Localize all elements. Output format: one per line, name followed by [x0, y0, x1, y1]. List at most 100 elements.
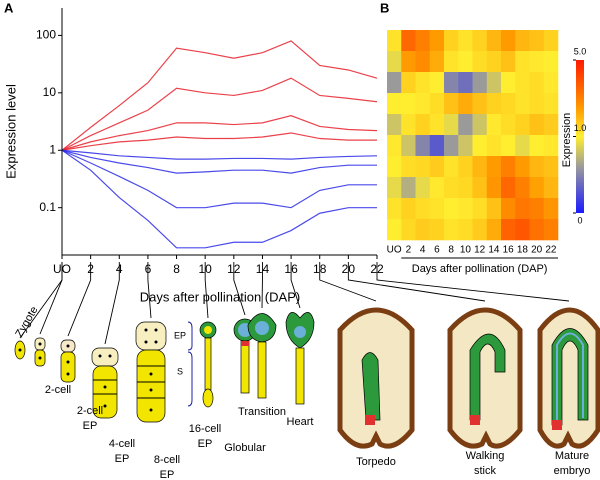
- heatmap-cell: [543, 156, 559, 178]
- heatmap-cell: [486, 114, 502, 136]
- stage-label: 4-cell: [109, 438, 135, 450]
- connector-line: [204, 262, 209, 319]
- heatmap-cell: [429, 114, 445, 136]
- x-tick-label: 4: [420, 245, 426, 256]
- heatmap-cell: [501, 198, 516, 220]
- heatmap-cell: [515, 177, 530, 199]
- heatmap-cell: [387, 114, 402, 136]
- expression-line: [61, 149, 378, 160]
- stage-label: EP: [160, 469, 175, 480]
- stage-label: Zygote: [13, 304, 40, 339]
- heatmap-cell: [444, 156, 459, 178]
- heatmap-cell: [444, 72, 459, 94]
- heatmap-cell: [429, 72, 445, 94]
- heatmap-cell: [415, 156, 431, 178]
- x-tick-label: 6: [434, 245, 440, 256]
- heatmap-cell: [515, 219, 530, 241]
- expression-line: [61, 40, 378, 151]
- heatmap-cell: [472, 135, 488, 157]
- stage-label: EP: [83, 420, 98, 432]
- heatmap-cell: [387, 72, 402, 94]
- heatmap-cell: [387, 135, 402, 157]
- heatmap-cell: [501, 219, 516, 241]
- heatmap-cell: [515, 30, 530, 52]
- heatmap-cell: [458, 156, 473, 178]
- x-tick-label: 20: [531, 245, 543, 256]
- x-axis-title: Days after pollination (DAP): [140, 289, 300, 304]
- stage-label: Heart: [287, 416, 314, 428]
- heatmap-cell: [486, 156, 502, 178]
- panel-label: A: [4, 0, 14, 15]
- y-axis-title: Expression level: [3, 84, 18, 179]
- connector-line: [290, 262, 301, 309]
- heatmap-cell: [529, 135, 545, 157]
- heatmap-cell: [543, 72, 559, 94]
- heatmap-cell: [401, 93, 416, 115]
- heatmap-cell: [429, 135, 445, 157]
- connector-line: [233, 262, 246, 316]
- heatmap-cell: [486, 93, 502, 115]
- heatmap-cell: [472, 156, 488, 178]
- x-tick-label: 10: [460, 245, 472, 256]
- heatmap-cell: [501, 72, 516, 94]
- stage-label: Torpedo: [356, 456, 396, 468]
- heatmap-cell: [486, 219, 502, 241]
- y-tick-label: 100: [36, 28, 56, 42]
- heatmap-cell: [501, 177, 516, 199]
- heatmap-cell: [444, 93, 459, 115]
- heatmap-cell: [444, 135, 459, 157]
- heatmap-cell: [429, 156, 445, 178]
- heatmap-cell: [543, 177, 559, 199]
- heatmap-cell: [387, 51, 402, 73]
- y-tick-label: 1: [49, 142, 56, 156]
- stage-label: Transition: [238, 406, 286, 418]
- connector-line: [376, 262, 570, 302]
- bracket-label: S: [177, 366, 183, 376]
- heatmap-cell: [543, 219, 559, 241]
- heatmap-cell: [529, 30, 545, 52]
- stage-label: embryo: [554, 465, 591, 477]
- heatmap-cell: [515, 51, 530, 73]
- heatmap-cell: [515, 198, 530, 220]
- heatmap-cell: [415, 114, 431, 136]
- expression-line: [61, 149, 377, 174]
- stage-label: Mature: [555, 450, 589, 462]
- bracket-label: EP: [174, 330, 186, 340]
- stage-label: 2-cell: [77, 405, 103, 417]
- expression-line: [61, 149, 377, 209]
- heatmap-cell: [458, 51, 473, 73]
- heatmap-cell: [486, 30, 502, 52]
- x-tick-label: 8: [173, 262, 180, 276]
- x-tick-label: 8: [448, 245, 454, 256]
- heatmap-cell: [401, 177, 416, 199]
- connector-line: [147, 262, 152, 319]
- connector-line: [347, 262, 486, 302]
- heatmap-cell: [501, 114, 516, 136]
- heatmap-cell: [472, 51, 488, 73]
- connector-line: [104, 262, 120, 345]
- heatmap-cell: [472, 177, 488, 199]
- colorbar-tick-label: 0: [577, 215, 582, 225]
- connector-line: [67, 262, 92, 337]
- colorbar-tick-label: 1.0: [574, 123, 587, 133]
- heatmap-cell: [401, 72, 416, 94]
- y-tick-label: 0.1: [39, 200, 56, 214]
- heatmap-cell: [486, 177, 502, 199]
- heatmap-cell: [543, 51, 559, 73]
- connector-line: [39, 262, 63, 335]
- heatmap-cell: [472, 30, 488, 52]
- heatmap-cell: [501, 51, 516, 73]
- heatmap-cell: [529, 219, 545, 241]
- y-tick-label: 10: [43, 85, 57, 99]
- heatmap-cell: [529, 114, 545, 136]
- colorbar: [576, 60, 584, 213]
- heatmap-cell: [543, 114, 559, 136]
- heatmap-cell: [458, 72, 473, 94]
- heatmap-cell: [529, 93, 545, 115]
- heatmap-cell: [387, 177, 402, 199]
- heatmap-cell: [429, 219, 445, 241]
- heatmap-cell: [415, 51, 431, 73]
- heatmap-cell: [387, 30, 402, 52]
- heatmap-cell: [458, 219, 473, 241]
